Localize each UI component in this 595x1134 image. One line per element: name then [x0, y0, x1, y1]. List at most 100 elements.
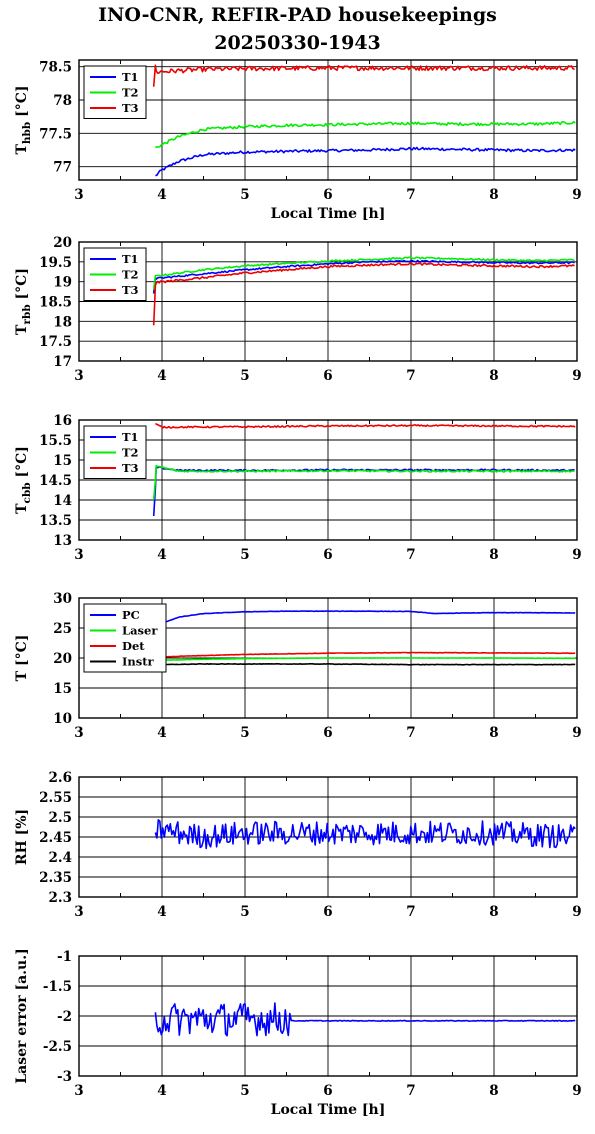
y-tick-label: 2.6 — [49, 770, 73, 786]
legend-label: Instr — [122, 655, 155, 669]
legend-label: T2 — [122, 446, 139, 460]
y-tick-label: -1.5 — [43, 979, 72, 995]
x-tick-label: 4 — [157, 547, 166, 563]
series-line-det — [155, 651, 576, 659]
y-tick-label: 13.5 — [39, 513, 72, 529]
y-axis-label: Thbb [°C] — [14, 85, 33, 154]
x-tick-label: 3 — [74, 187, 83, 203]
y-tick-label: 15 — [53, 681, 72, 697]
x-tick-label: 8 — [489, 1083, 498, 1099]
legend-label: T1 — [122, 70, 139, 84]
x-tick-label: 7 — [406, 368, 415, 384]
y-tick-label: -1 — [57, 949, 72, 965]
y-tick-label: 17 — [53, 354, 72, 370]
legend-label: T2 — [122, 86, 139, 100]
y-tick-label: 2.5 — [49, 810, 73, 826]
y-tick-label: 2.35 — [39, 870, 72, 886]
x-tick-label: 9 — [572, 1083, 581, 1099]
x-axis-label: Local Time [h] — [271, 1102, 386, 1118]
y-tick-label: 16 — [53, 413, 72, 429]
y-axis-label: Laser error [a.u.] — [14, 948, 30, 1083]
x-tick-label: 3 — [74, 368, 83, 384]
x-tick-label: 3 — [74, 1083, 83, 1099]
y-tick-label: 19 — [53, 275, 72, 291]
series-line-t1 — [155, 146, 576, 177]
y-tick-label: 77 — [53, 160, 72, 176]
legend-label: T1 — [122, 252, 139, 266]
y-tick-label: 2.55 — [39, 790, 72, 806]
x-tick-label: 6 — [323, 1083, 332, 1099]
plot-frame — [78, 776, 578, 898]
plot-frame — [78, 955, 578, 1077]
panel-5: 3 4 5 6 7 8 9 2.3 2.35 2.4 2.45 2.5 2.55 2.6 RH [%] — [14, 770, 582, 920]
x-tick-label: 6 — [323, 547, 332, 563]
y-tick-label: 10 — [53, 711, 72, 727]
legend-label: PC — [122, 608, 140, 622]
y-tick-label: 25 — [53, 621, 72, 637]
series-line-t3 — [155, 422, 576, 429]
y-tick-label: 17.5 — [39, 334, 72, 350]
x-tick-label: 8 — [489, 187, 498, 203]
y-axis-label: T [°C] — [14, 635, 30, 682]
x-tick-label: 6 — [323, 368, 332, 384]
y-tick-label: 2.3 — [49, 890, 73, 906]
series-line-t1 — [152, 259, 575, 294]
x-tick-label: 5 — [240, 547, 249, 563]
y-axis-label: Trbb [°C] — [14, 268, 33, 335]
x-tick-label: 4 — [157, 1083, 166, 1099]
figure-subtitle: 20250330-1943 — [214, 32, 381, 54]
x-tick-label: 9 — [572, 547, 581, 563]
series-line-t2 — [152, 256, 575, 290]
plot-frame — [78, 419, 578, 541]
x-tick-label: 5 — [240, 725, 249, 741]
x-tick-label: 9 — [572, 368, 581, 384]
x-tick-label: 8 — [489, 904, 498, 920]
y-tick-label: -3 — [57, 1069, 72, 1085]
plot-frame — [78, 241, 578, 362]
y-tick-label: 15.5 — [39, 433, 72, 449]
series-line-t2 — [155, 120, 576, 149]
x-tick-label: 7 — [406, 547, 415, 563]
y-tick-label: 15 — [53, 453, 72, 469]
x-tick-label: 7 — [406, 725, 415, 741]
x-tick-label: 4 — [157, 368, 166, 384]
x-tick-label: 4 — [157, 904, 166, 920]
y-tick-label: -2.5 — [43, 1039, 72, 1055]
x-tick-label: 4 — [157, 187, 166, 203]
x-tick-label: 6 — [323, 187, 332, 203]
panel-6: 3 4 5 6 7 8 9 -3 -2.5 -2 -1.5 -1 Local Time [h] Laser… — [14, 948, 582, 1118]
x-tick-label: 9 — [572, 725, 581, 741]
series-line-pc — [154, 610, 576, 629]
y-axis-label: RH [%] — [14, 809, 30, 865]
x-tick-label: 7 — [406, 904, 415, 920]
legend-label: Laser — [122, 624, 158, 638]
panel-2: 3 4 5 6 7 8 9 17 17.5 18 18.5 19 19.5 20 Trbb [°C] T1 T2… — [14, 235, 582, 384]
series-line-data — [154, 1002, 576, 1037]
x-tick-label: 7 — [406, 1083, 415, 1099]
y-tick-label: 14 — [53, 493, 72, 509]
x-tick-label: 3 — [74, 904, 83, 920]
x-tick-label: 7 — [406, 187, 415, 203]
y-tick-label: 20 — [53, 651, 72, 667]
legend-label: T3 — [122, 101, 139, 115]
x-tick-label: 4 — [157, 725, 166, 741]
x-tick-label: 9 — [572, 187, 581, 203]
y-tick-label: 18.5 — [39, 295, 72, 311]
x-axis-label: Local Time [h] — [271, 206, 386, 222]
series-line-t2 — [152, 464, 575, 501]
series-line-data — [154, 819, 576, 850]
x-tick-label: 3 — [74, 547, 83, 563]
y-axis-label: Tcbb [°C] — [14, 446, 33, 514]
x-tick-label: 8 — [489, 725, 498, 741]
x-tick-label: 6 — [323, 904, 332, 920]
y-tick-label: 14.5 — [39, 473, 72, 489]
legend-label: T3 — [122, 283, 139, 297]
y-tick-label: 2.4 — [49, 850, 73, 866]
x-tick-label: 6 — [323, 725, 332, 741]
legend-label: T2 — [122, 268, 139, 282]
series-line-t3 — [152, 262, 575, 326]
y-tick-label: 78.5 — [39, 60, 72, 76]
plot-frame — [78, 597, 578, 719]
